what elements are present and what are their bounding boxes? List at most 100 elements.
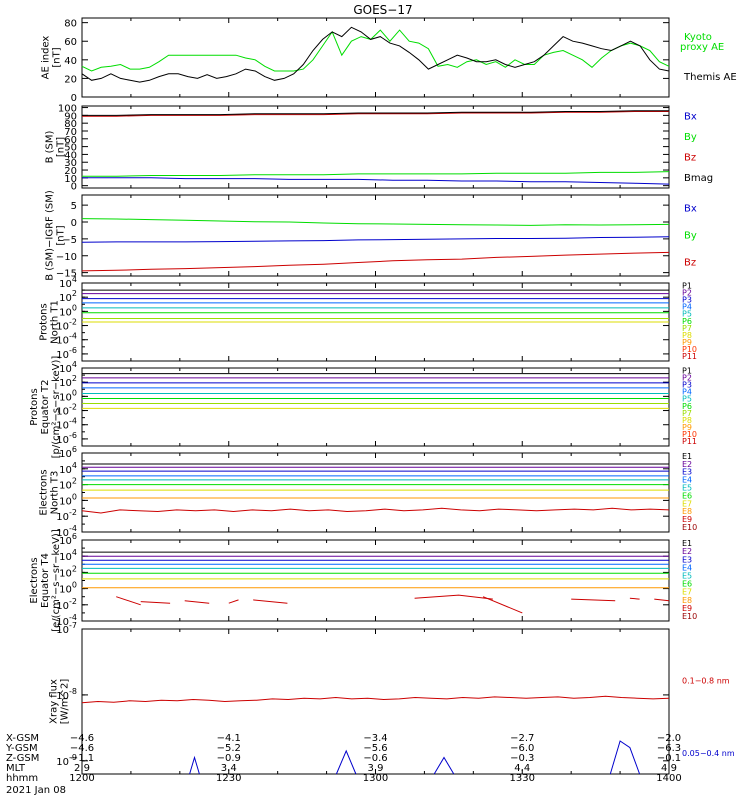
x-axis-tick-label: 1300 <box>363 773 388 784</box>
y-axis-label: [nT] <box>52 47 63 67</box>
x-axis-row: Y-GSM −4.6 −5.2 −5.6 −6.0 −6.3 <box>5 743 681 754</box>
series-bz <box>81 251 670 272</box>
series-line <box>82 171 670 177</box>
y-tick-label: 10-9 <box>56 753 77 768</box>
x-axis-tick-label: −2.7 <box>510 733 534 744</box>
legend-entry: P7 <box>682 409 692 418</box>
y-axis-label: Equator T4 <box>40 553 51 608</box>
y-tick-label: 60 <box>64 135 77 146</box>
x-axis-tick-label: −5.2 <box>217 743 241 754</box>
y-tick-label: 100 <box>59 303 77 318</box>
x-axis-row-label: Y-GSM <box>5 743 38 754</box>
y-tick-label: 80 <box>64 119 77 130</box>
x-axis-tick-label: 4.4 <box>514 763 530 774</box>
legend-entry: E9 <box>682 604 692 613</box>
legend-entry: E7 <box>682 588 692 597</box>
legend-entry: Kyoto <box>684 32 712 43</box>
series-line <box>81 29 670 72</box>
y-tick-label: 80 <box>64 19 77 30</box>
x-axis-row: MLT 2.9 3.4 3.9 4.4 4.9 <box>6 763 677 774</box>
series-line <box>81 218 670 226</box>
legend-entry: P6 <box>682 317 692 326</box>
y-tick-label: 100 <box>59 492 77 507</box>
x-axis-tick-label: −3.4 <box>363 733 387 744</box>
y-tick-label: 102 <box>59 289 77 304</box>
series-line <box>81 236 670 243</box>
legend-entry: E9 <box>682 515 692 524</box>
series-segment <box>414 594 493 600</box>
y-tick-label: 40 <box>64 56 77 67</box>
y-tick-label: 100 <box>58 104 77 115</box>
legend-entry: P5 <box>682 310 692 319</box>
y-tick-label: 0 <box>71 182 77 193</box>
y-tick-label: 104 <box>59 461 77 476</box>
y-tick-label: 102 <box>59 564 77 579</box>
y-tick-label: 20 <box>64 166 77 177</box>
x-axis-tick-label: 3.4 <box>221 763 237 774</box>
x-axis-row-label: X-GSM <box>6 733 39 744</box>
legend-entry: E1 <box>682 539 692 548</box>
x-axis-tick-label: −2.0 <box>657 733 681 744</box>
legend-entry: E5 <box>682 484 692 493</box>
x-axis-tick-label: 1330 <box>510 773 535 784</box>
legend-entry: By <box>684 231 697 242</box>
panel-frame <box>81 452 670 533</box>
series-line <box>81 26 670 83</box>
y-tick-label: 104 <box>59 275 77 290</box>
series-bmag <box>82 110 669 116</box>
series-segment <box>654 598 670 602</box>
y-tick-label: 0 <box>71 218 77 229</box>
legend-entry: E3 <box>682 555 692 564</box>
x-axis-row-label: MLT <box>6 763 26 774</box>
legend-entry: Bz <box>684 258 696 269</box>
legend-entry: E7 <box>682 499 692 508</box>
legend-entry: P10 <box>682 345 697 354</box>
legend-entry: By <box>684 132 697 143</box>
series-e9 <box>116 594 670 614</box>
legend-entry: P6 <box>682 402 692 411</box>
series-segment <box>228 599 239 604</box>
y-tick-label: 90 <box>64 111 77 122</box>
legend-entry: P1 <box>682 281 692 290</box>
y-axis-label: [e/(cm²−s−sr−keV)] <box>51 529 62 632</box>
x-axis-date: 2021 Jan 08 <box>6 785 66 796</box>
series-segment <box>116 596 141 606</box>
legend-entry: P4 <box>682 388 692 397</box>
series-segment <box>433 756 455 775</box>
series-line <box>81 695 670 704</box>
series-bx <box>82 177 670 185</box>
y-tick-label: 20 <box>64 74 77 85</box>
y-tick-label: 104 <box>59 360 77 375</box>
series-by <box>81 218 670 226</box>
x-axis-row: X-GSM −4.6 −4.1 −3.4 −2.7 −2.0 <box>6 733 681 744</box>
legend-entry: 0.05−0.4 nm <box>682 749 735 758</box>
legend-entry: P3 <box>682 296 692 305</box>
legend-entry: P2 <box>682 288 692 297</box>
y-axis-label: Protons <box>39 303 50 340</box>
legend-entry: P7 <box>682 324 692 333</box>
legend-entry: P3 <box>682 381 692 390</box>
y-tick-label: −15 <box>56 269 77 280</box>
x-axis-tick-label: −0.6 <box>363 753 387 764</box>
x-axis-tick-label: −4.6 <box>70 743 94 754</box>
panel-frame <box>81 194 670 277</box>
y-axis-label: AE index <box>41 36 52 80</box>
x-axis-tick-label: −5.6 <box>363 743 387 754</box>
legend-entry: E2 <box>682 460 692 469</box>
x-axis-tick-label: 2.9 <box>74 763 90 774</box>
series-segment <box>335 749 357 775</box>
y-tick-label: 10-6 <box>56 346 77 361</box>
x-axis-tick-label: 1230 <box>216 773 241 784</box>
legend-entry: E8 <box>682 596 692 605</box>
series-segment <box>253 599 288 604</box>
legend-entry: E6 <box>682 580 692 589</box>
panel-frame <box>81 17 670 98</box>
